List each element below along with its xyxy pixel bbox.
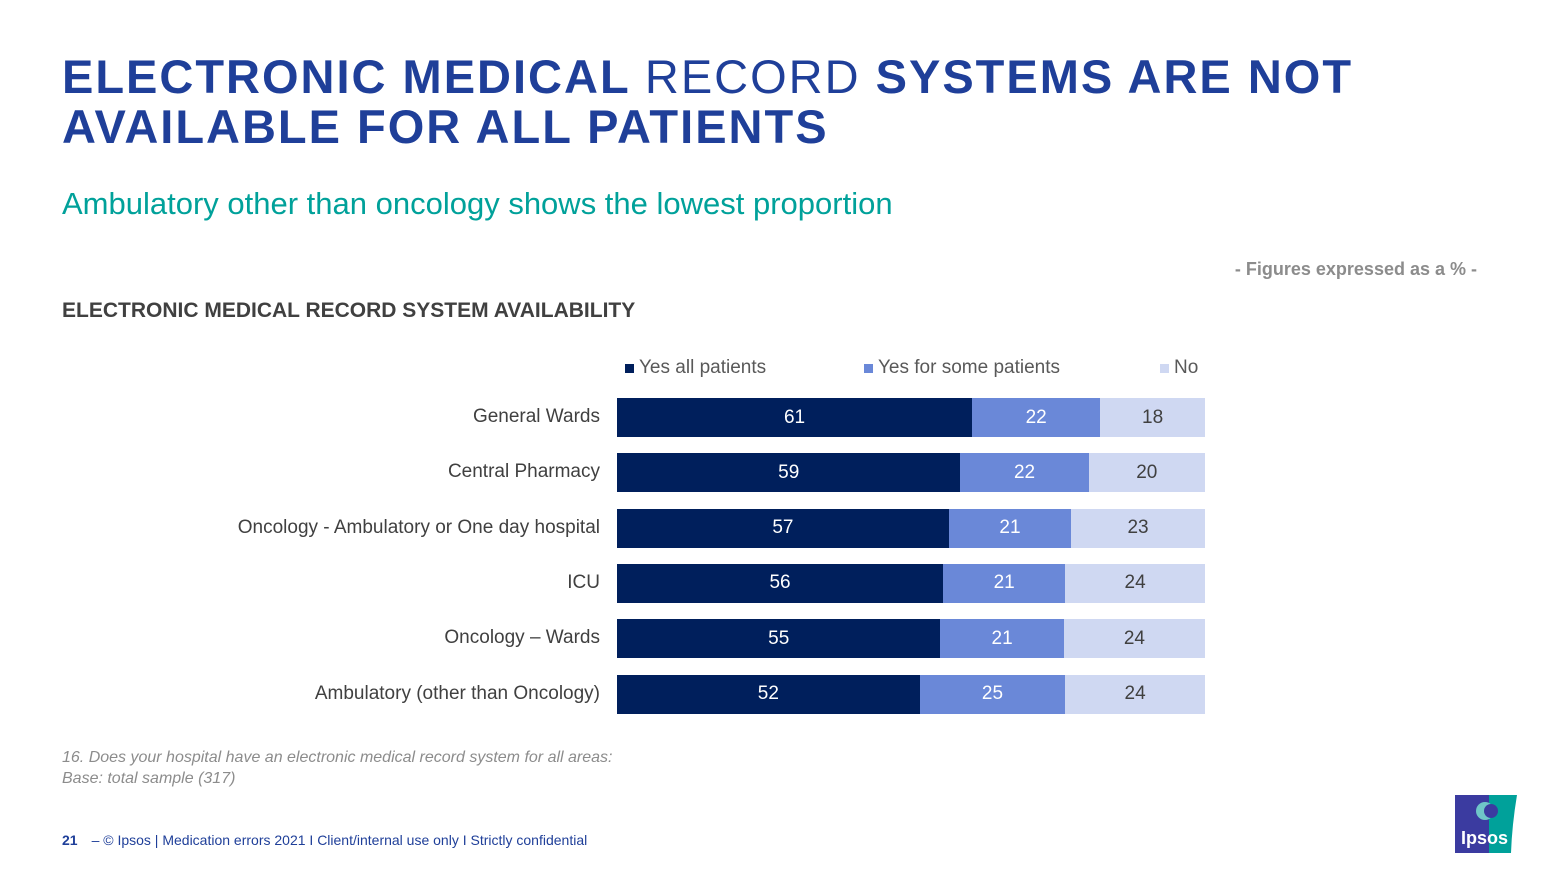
bar-segment: 25 <box>919 674 1066 714</box>
bar-segment: 23 <box>1071 508 1205 548</box>
page-number: 21 <box>62 832 78 848</box>
bar-segment: 20 <box>1088 453 1205 493</box>
bar-segment: 57 <box>617 508 949 548</box>
figures-note: - Figures expressed as a % - <box>1234 259 1477 279</box>
category-label: Oncology – Wards <box>444 627 600 649</box>
category-label: Central Pharmacy <box>447 461 600 483</box>
legend-swatch <box>625 363 634 373</box>
bar-segment: 24 <box>1063 619 1205 659</box>
bar-segment: 24 <box>1065 563 1205 603</box>
category-label: General Wards <box>472 406 600 427</box>
bar-segment: 22 <box>972 398 1101 437</box>
page-title: ELECTRONIC MEDICAL RECORD SYSTEMS ARE NO… <box>62 50 1354 153</box>
category-label: Ambulatory (other than Oncology) <box>314 682 600 704</box>
bar-segment: 21 <box>943 563 1066 603</box>
bar-segment: 22 <box>960 453 1089 493</box>
legend-item-no: No <box>1160 357 1198 379</box>
footer: 21– © Ipsos | Medication errors 2021 I C… <box>62 832 588 848</box>
page-subtitle: Ambulatory other than oncology shows the… <box>62 186 893 221</box>
bar-segment: 61 <box>617 398 973 437</box>
bar-segment: 59 <box>617 453 961 493</box>
legend-item-yes-some: Yes for some patients <box>864 357 1060 379</box>
bar-segment: 55 <box>617 619 941 659</box>
category-label: Oncology - Ambulatory or One day hospita… <box>237 516 600 538</box>
bar-segment: 21 <box>948 508 1072 548</box>
bar-segment: 21 <box>940 619 1064 659</box>
category-label: ICU <box>567 571 600 593</box>
bar-segment: 24 <box>1065 674 1205 714</box>
svg-text:Ipsos: Ipsos <box>1461 828 1508 848</box>
chart-title: ELECTRONIC MEDICAL RECORD SYSTEM AVAILAB… <box>62 299 636 322</box>
footnote: 16. Does your hospital have an electroni… <box>62 749 613 787</box>
legend-swatch <box>1160 363 1169 373</box>
legend-item-yes-all: Yes all patients <box>625 357 766 379</box>
bar-segment: 18 <box>1100 398 1205 437</box>
bar-segment: 52 <box>617 674 920 714</box>
legend-swatch <box>864 363 873 373</box>
ipsos-logo: Ipsos <box>1455 795 1517 853</box>
bar-segment: 56 <box>617 563 944 603</box>
